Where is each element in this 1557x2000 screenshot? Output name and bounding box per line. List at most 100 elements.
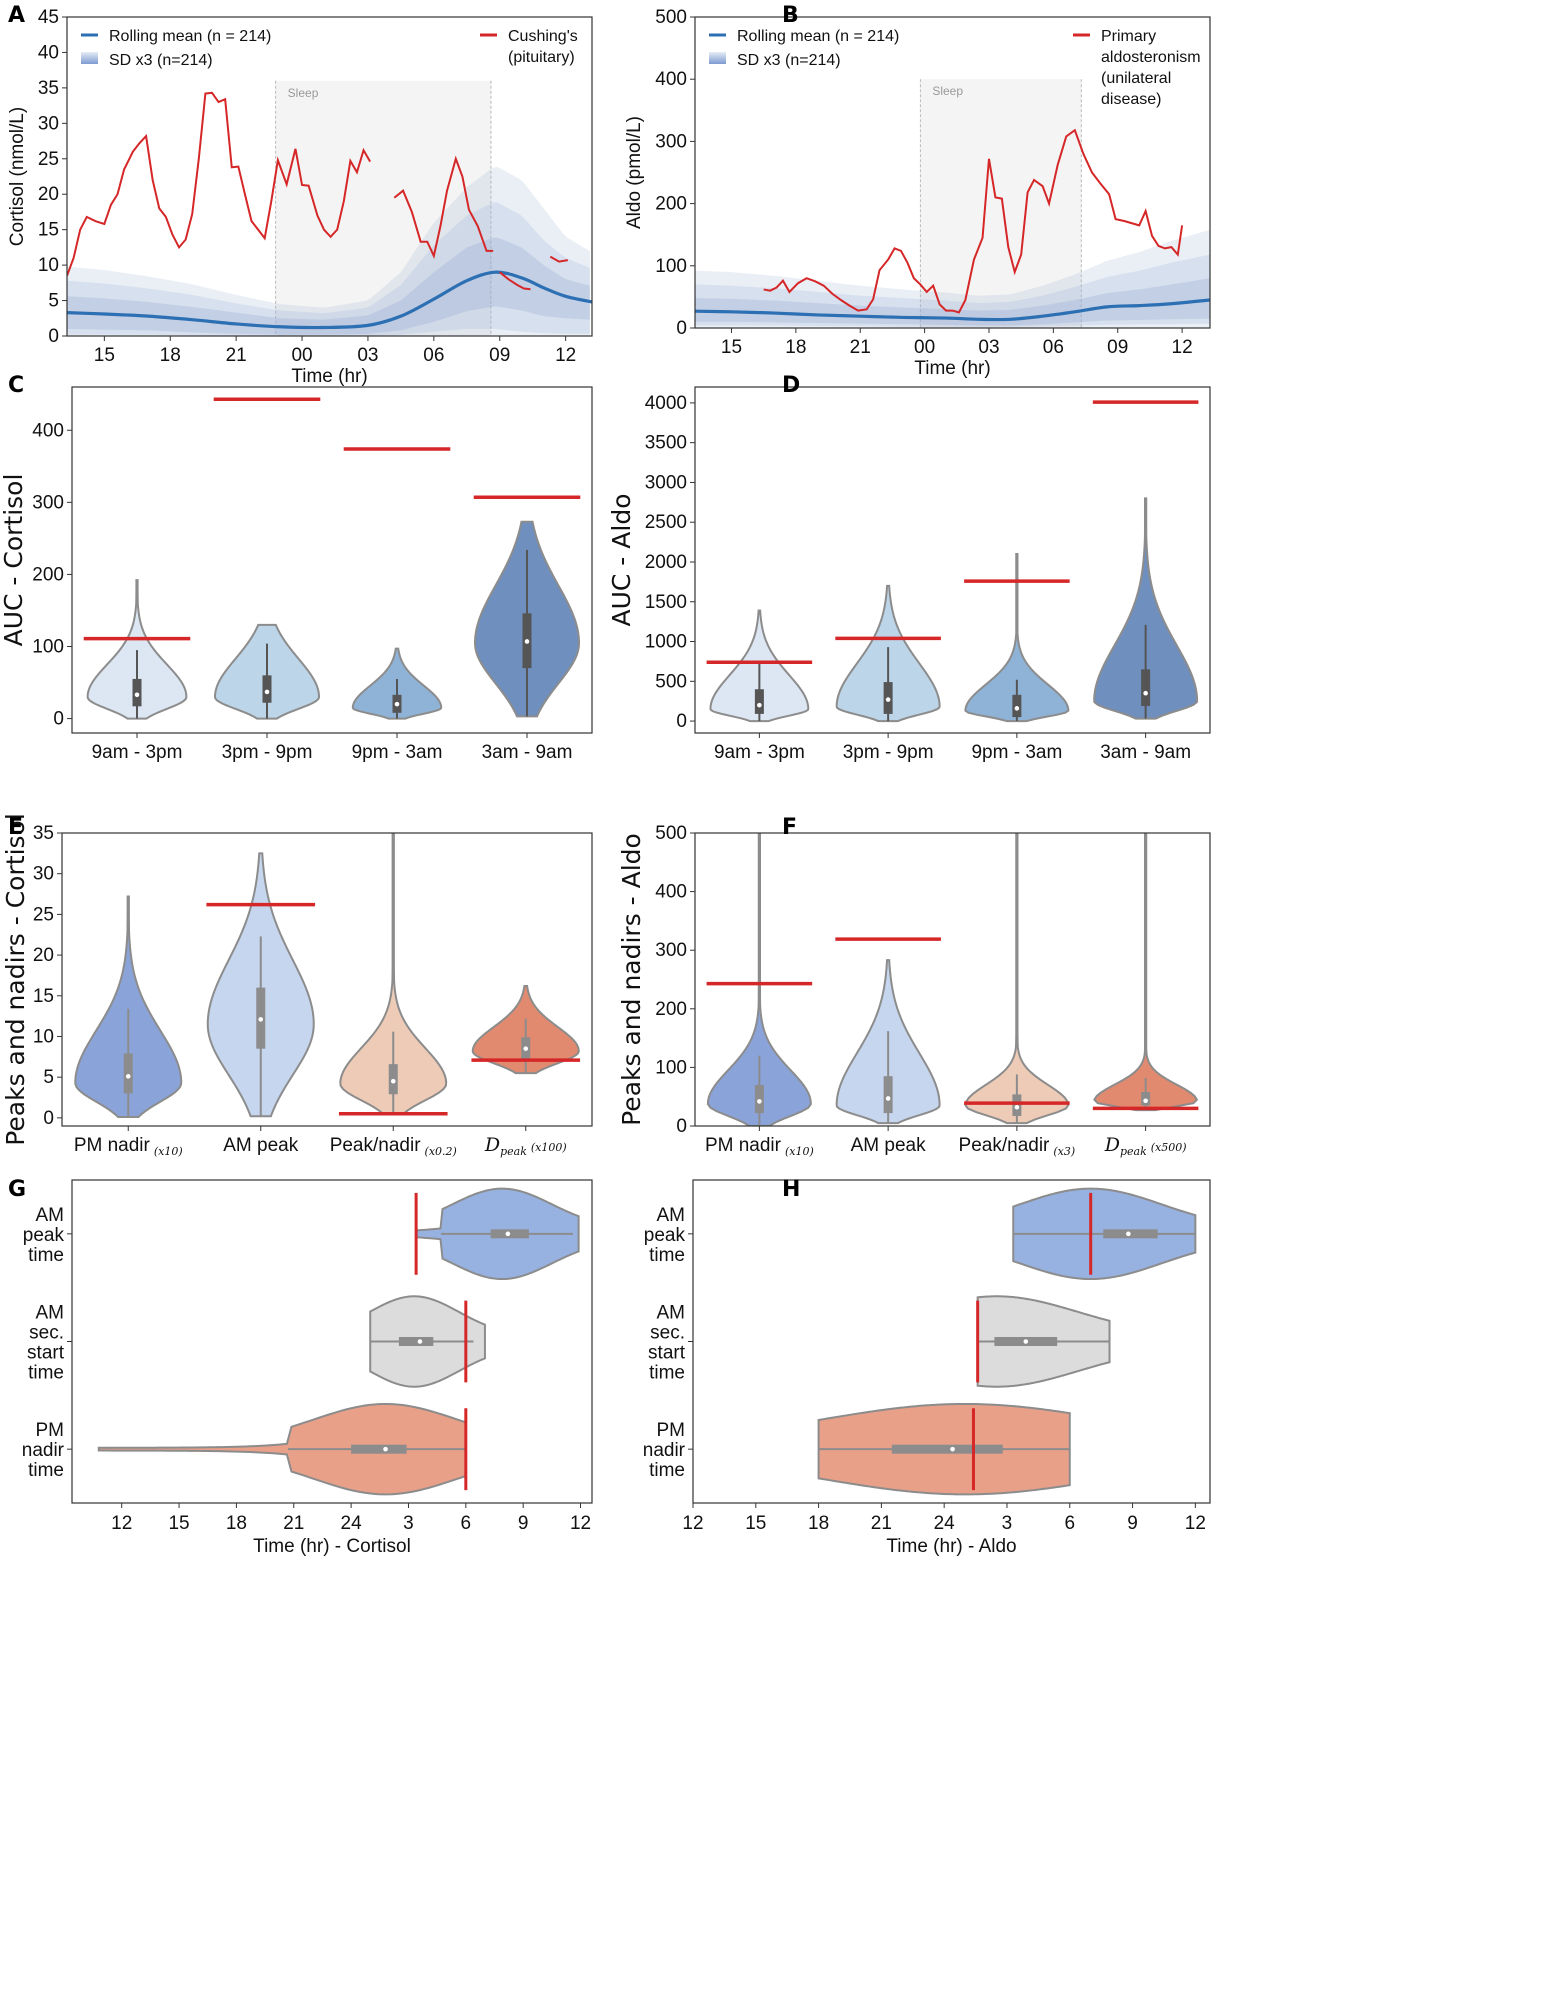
panel-label-G: G (8, 1177, 26, 1202)
plot-area: Sleep (67, 80, 592, 336)
x-tick-label: 15 (721, 337, 742, 358)
plot-frame (694, 832, 1211, 1127)
plot-frame (61, 832, 593, 1127)
x-tick-label: 12 (555, 345, 576, 366)
y-tick-label: sec. (29, 1323, 64, 1344)
violin-median-dot (264, 689, 270, 695)
y-tick-label: peak (644, 1225, 686, 1246)
y-tick-label: 0 (53, 709, 64, 730)
y-tick-label: 15 (33, 986, 54, 1007)
y-tick-label: 500 (655, 823, 687, 844)
sleep-label: Sleep (288, 86, 319, 100)
legend-patient-label: Cushing's (508, 28, 578, 45)
violin-median-dot (383, 1446, 388, 1452)
y-tick-label: 3500 (645, 433, 687, 454)
x-tick-label-scale: (x10) (785, 1145, 814, 1158)
rolling-mean-line (695, 298, 1210, 322)
x-tick-label: 06 (423, 345, 444, 366)
violin-iqr-box (351, 1444, 407, 1454)
patient-line (67, 91, 372, 277)
x-tick-label: PM nadir (x10) (74, 1135, 183, 1158)
y-tick-label: time (28, 1245, 64, 1266)
x-tick-label: 03 (978, 337, 999, 358)
x-tick-label: 15 (94, 345, 115, 366)
y-tick-label: 500 (655, 7, 687, 28)
plot-area: Sleep (695, 79, 1210, 328)
y-tick-label: PM (657, 1420, 686, 1441)
x-tick-label: 12 (570, 1513, 591, 1534)
x-tick-label-subscript: peak (1120, 1145, 1147, 1158)
x-axis-title: Time (hr) - Aldo (886, 1536, 1016, 1557)
y-tick-label: 0 (676, 711, 687, 732)
violin-body (964, 553, 1070, 723)
x-tick-label: 9am - 3pm (714, 742, 805, 763)
violin-iqr-box (123, 1053, 133, 1094)
y-tick-label: PM (36, 1420, 65, 1441)
y-tick-label: 40 (38, 42, 59, 63)
y-tick-label: nadir (643, 1440, 686, 1461)
panel-label-D: D (782, 373, 800, 398)
rolling-mean-line (67, 270, 592, 330)
sd-band (67, 237, 590, 335)
plot-area (86, 520, 580, 720)
x-tick-label: 12 (1185, 1513, 1206, 1534)
legend-sd-swatch (81, 52, 98, 64)
patient-line (499, 271, 531, 291)
y-tick-label: 200 (655, 999, 687, 1020)
sd-band (695, 254, 1210, 327)
y-tick-label: 0 (43, 1108, 54, 1129)
y-tick-label: 0 (676, 318, 687, 339)
plot-frame (692, 1179, 1211, 1504)
x-tick-label: 00 (291, 345, 312, 366)
violin-median-dot (417, 1339, 423, 1344)
sleep-label: Sleep (932, 84, 963, 98)
y-tick-label: sec. (650, 1323, 685, 1344)
x-tick-label: 15 (168, 1513, 189, 1534)
y-tick-label: AM (36, 1205, 65, 1226)
panel-F: 0 100 200 300 400 500 PM nadir (x10) AM peak Peak… (617, 823, 1211, 1158)
sleep-region (920, 79, 1082, 328)
legend-sd-label: SD x3 (n=214) (109, 52, 213, 69)
sd-band (67, 167, 590, 336)
y-tick-label: AM (36, 1303, 65, 1324)
x-tick-label: 12 (1172, 337, 1193, 358)
violin-body (74, 895, 183, 1119)
y-tick-label: 10 (33, 1026, 54, 1047)
x-tick-label-main: PM nadir (705, 1135, 782, 1156)
violin-median-dot (1143, 690, 1148, 696)
violin-median-dot (1126, 1231, 1131, 1237)
plot-frame (694, 386, 1211, 734)
y-tick-label: 15 (38, 220, 59, 241)
x-tick-label: 21 (226, 345, 247, 366)
plot-frame (66, 16, 593, 337)
x-tick-label: 24 (341, 1513, 363, 1534)
violin-median-dot (885, 697, 891, 702)
violin-median-dot (258, 1017, 264, 1022)
y-tick-label: nadir (22, 1440, 65, 1461)
plot-area (709, 497, 1199, 723)
plot-frame (71, 386, 593, 734)
x-tick-label: 03 (357, 345, 378, 366)
patient-line (549, 255, 568, 263)
x-tick-label: 9am - 3pm (92, 742, 183, 763)
y-tick-label: 1000 (645, 632, 687, 653)
x-tick-label-main: AM peak (223, 1135, 298, 1156)
panel-C: 0 100 200 300 400 9am - 3pm 3pm - 9pm 9pm - 3am… (0, 386, 593, 763)
x-tick-label-scale: (x500) (1151, 1141, 1187, 1154)
x-tick-label: 18 (226, 1513, 247, 1534)
y-tick-label: 100 (655, 256, 687, 277)
x-tick-label: 3 (1002, 1513, 1013, 1534)
x-tick-label: AM peak (851, 1135, 926, 1156)
violin-body (1093, 833, 1199, 1112)
y-axis-title: AUC - Cortisol (0, 474, 28, 647)
violin-body (706, 833, 812, 1126)
y-tick-label: 4000 (645, 393, 687, 414)
x-tick-label-main: D (484, 1134, 500, 1156)
patient-line (763, 128, 1184, 314)
panel-label-F: F (782, 815, 797, 840)
plot-frame (71, 1179, 593, 1504)
x-tick-label-main: D (1104, 1134, 1120, 1156)
y-tick-label: 1500 (645, 592, 687, 613)
violin-iqr-box (754, 689, 764, 714)
x-tick-label: 06 (1043, 337, 1064, 358)
